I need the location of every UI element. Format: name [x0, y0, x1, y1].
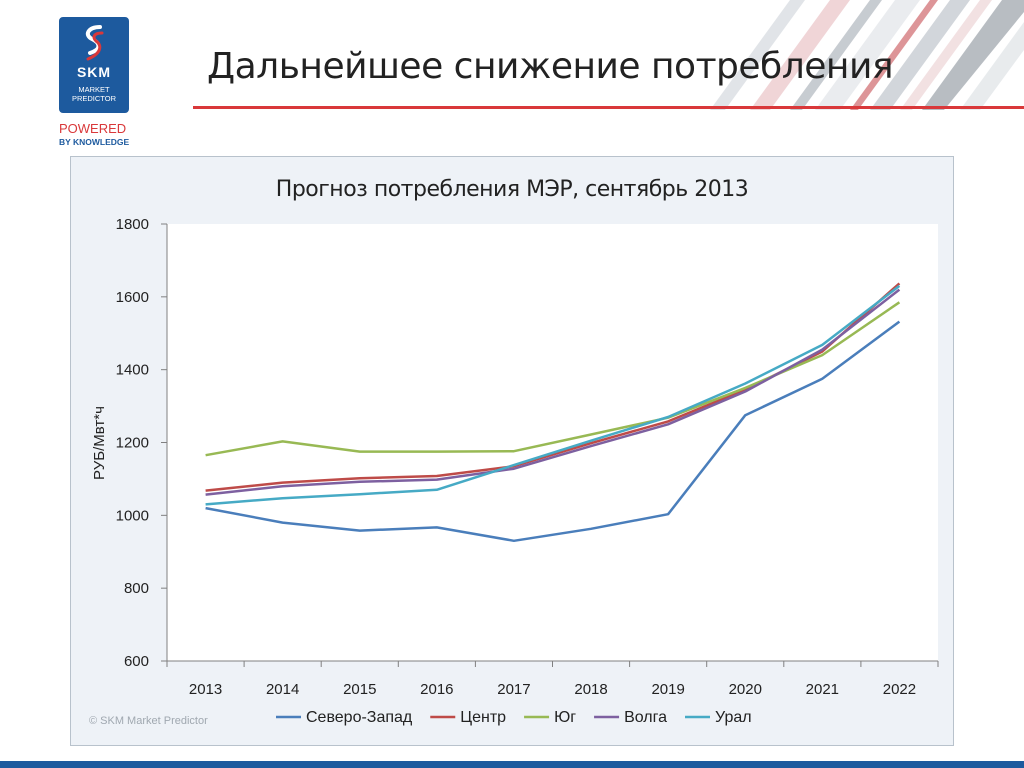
y-tick-label: 800: [124, 580, 149, 597]
y-tick-label: 1400: [116, 362, 149, 379]
x-tick-label: 2020: [729, 681, 762, 698]
series-lines: [205, 282, 901, 543]
by-knowledge-label: BY KNOWLEDGE: [59, 137, 130, 147]
x-tick-label: 2018: [574, 681, 607, 698]
series-line: [205, 284, 901, 506]
legend: Северо-Запад Центр Юг Волга Урал: [276, 709, 752, 726]
legend-label: Волга: [624, 709, 667, 726]
powered-label: POWERED: [59, 121, 127, 136]
x-tick-label: 2014: [266, 681, 299, 698]
legend-label: Юг: [554, 709, 576, 726]
chart-title: Прогноз потребления МЭР, сентябрь 2013: [276, 177, 748, 202]
title-rule: [193, 106, 1024, 109]
consumption-forecast-chart: Прогноз потребления МЭР, сентябрь 2013 6…: [91, 177, 939, 726]
x-tick-label: 2021: [806, 681, 839, 698]
legend-label: Северо-Запад: [306, 709, 413, 726]
legend-label: Центр: [460, 709, 506, 726]
y-tick-label: 1000: [116, 507, 149, 524]
y-axis-label: РУБ/Мвт*ч: [91, 406, 108, 480]
copyright-text: © SKM Market Predictor: [89, 715, 208, 727]
logo-subtitle: MARKET PREDICTOR: [59, 85, 129, 103]
x-tick-label: 2015: [343, 681, 376, 698]
x-tick-label: 2013: [189, 681, 222, 698]
series-line: [205, 288, 901, 496]
axes: 600 800 1000 1200 1400 1600 1800 2013 2014 2015 20…: [116, 216, 939, 698]
y-tick-label: 1200: [116, 435, 149, 452]
x-tick-label: 2017: [497, 681, 530, 698]
y-tick-label: 1800: [116, 216, 149, 233]
page-title: Дальнейшее снижение потребления: [207, 46, 894, 87]
x-tick-label: 2019: [651, 681, 684, 698]
y-tick-label: 1600: [116, 289, 149, 306]
logo-subtitle-line1: MARKET: [78, 85, 110, 94]
header-decoration: [600, 0, 1024, 110]
legend-label: Урал: [715, 709, 752, 726]
x-tick-label: 2022: [883, 681, 916, 698]
decorative-stripes: [710, 0, 1024, 110]
series-line: [205, 320, 901, 543]
bottom-bar: [0, 761, 1024, 768]
logo-text: SKM: [76, 64, 112, 80]
x-tick-label: 2016: [420, 681, 453, 698]
skm-emblem-icon: [85, 25, 104, 61]
y-tick-label: 600: [124, 653, 149, 670]
skm-logo: SKM MARKET PREDICTOR: [59, 17, 129, 113]
logo-subtitle-line2: PREDICTOR: [71, 94, 117, 103]
